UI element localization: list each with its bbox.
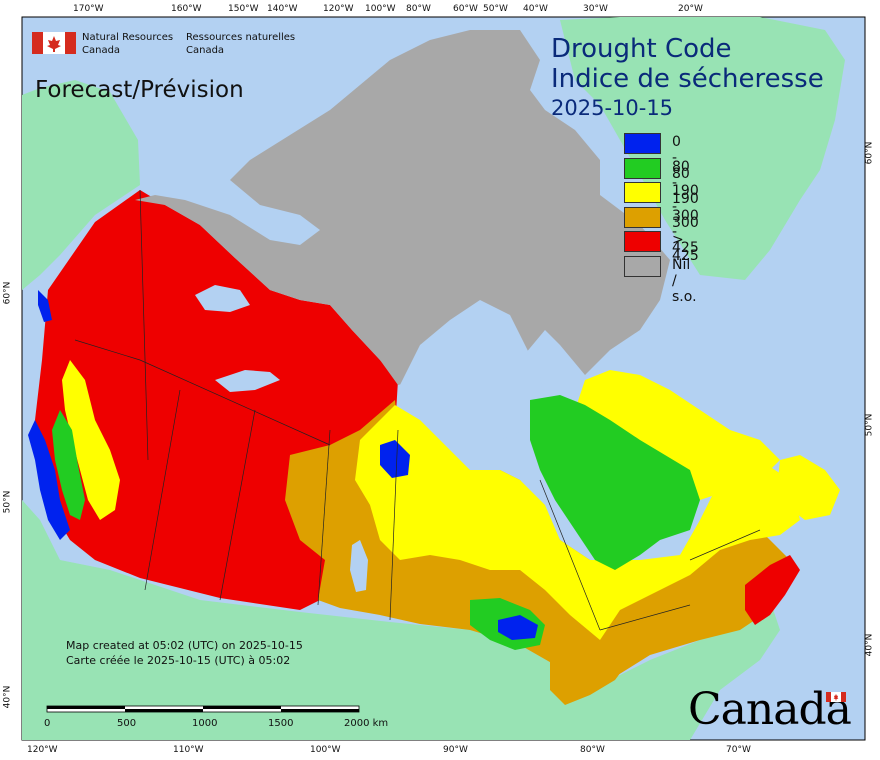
legend-label: 0 - 80 xyxy=(672,134,690,182)
moderate-band xyxy=(355,405,800,640)
graticule-label: 70°W xyxy=(726,745,751,755)
graticule-label: 170°W xyxy=(73,4,104,14)
scale-bar xyxy=(46,705,360,713)
lake-superior-verylow xyxy=(498,615,538,640)
arctic-nil xyxy=(135,30,600,385)
quebec-low xyxy=(530,395,700,570)
graticule-label: 20°W xyxy=(678,4,703,14)
graticule-label: 50°N xyxy=(864,413,875,437)
agency-name-en-line1: Natural Resources xyxy=(82,32,174,43)
scale-label: 500 xyxy=(117,718,137,729)
graticule-label: 100°W xyxy=(365,4,396,14)
province-boundaries xyxy=(74,189,761,631)
forecast-label: Forecast/Prévision xyxy=(35,77,244,103)
graticule-label: 50°W xyxy=(483,4,508,14)
canada-wordmark: Canada xyxy=(688,684,852,735)
graticule-label: 80°W xyxy=(406,4,431,14)
legend-swatch xyxy=(624,206,661,228)
hudson-bay xyxy=(400,300,545,440)
graticule-label: 110°W xyxy=(173,745,204,755)
graticule-label: 40°N xyxy=(864,633,875,657)
legend-swatch xyxy=(624,182,661,203)
newfoundland-moderate xyxy=(778,455,840,520)
graticule-label: 120°W xyxy=(323,4,354,14)
graticule-label: 50°N xyxy=(2,490,13,514)
graticule-label: 30°W xyxy=(583,4,608,14)
graticule-label: 80°W xyxy=(580,745,605,755)
legend-swatch xyxy=(624,255,661,277)
wordmark-flag-icon xyxy=(826,692,846,702)
graticule-label: 120°W xyxy=(27,745,58,755)
canada-flag-logo-icon xyxy=(32,32,76,54)
usa-land xyxy=(22,500,780,740)
agency-name-fr-line2: Canada xyxy=(186,45,225,56)
bc-interior-low xyxy=(52,410,85,520)
legend-swatch xyxy=(624,133,661,154)
graticule-label: 60°W xyxy=(453,4,478,14)
graticule-label: 60°N xyxy=(864,141,875,165)
graticule-label: 100°W xyxy=(310,745,341,755)
lake-winnipeg xyxy=(350,540,368,592)
legend-label: Nil / s.o. xyxy=(672,256,697,305)
bc-interior-moderate xyxy=(62,360,120,520)
maritimes-extreme xyxy=(745,555,800,625)
graticule-label: 40°W xyxy=(523,4,548,14)
bc-north-verylow xyxy=(38,290,52,322)
agency-name-fr-line1: Ressources naturelles xyxy=(186,32,296,43)
scale-label: 1000 xyxy=(192,718,218,729)
created-note-fr: Carte créée le 2025-10-15 (UTC) à 05:02 xyxy=(66,654,291,667)
greenland-land xyxy=(560,17,845,280)
legend-label: 190 - 300 xyxy=(672,183,699,231)
graticule-label: 140°W xyxy=(267,4,298,14)
graticule-label: 90°W xyxy=(443,745,468,755)
scale-label: 0 xyxy=(44,718,51,729)
graticule-label: 60°N xyxy=(2,281,13,305)
scale-label: 1500 xyxy=(268,718,294,729)
southern-ontario-high xyxy=(550,640,630,705)
legend-swatch xyxy=(624,231,661,252)
alaska-land xyxy=(22,80,140,290)
legend-label: > 425 xyxy=(672,232,699,264)
map-title-en: Drought Code xyxy=(551,34,732,64)
great-slave-lake xyxy=(215,370,280,392)
legend-swatch xyxy=(624,157,661,179)
agency-name-en-line2: Canada xyxy=(82,45,121,56)
scale-label: 2000 km xyxy=(344,718,389,729)
map-title-fr: Indice de sécheresse xyxy=(551,64,824,94)
graticule-label: 160°W xyxy=(171,4,202,14)
hudson-verylow xyxy=(380,440,410,478)
created-note-en: Map created at 05:02 (UTC) on 2025-10-15 xyxy=(66,639,303,652)
legend-label: 80 - 190 xyxy=(672,158,699,207)
map-date: 2025-10-15 xyxy=(551,96,674,120)
graticule-label: 40°N xyxy=(2,685,13,709)
graticule-label: 150°W xyxy=(228,4,259,14)
great-bear-lake xyxy=(195,285,250,312)
legend-label: 300 - 425 xyxy=(672,207,699,256)
bc-coast-verylow xyxy=(28,420,70,540)
